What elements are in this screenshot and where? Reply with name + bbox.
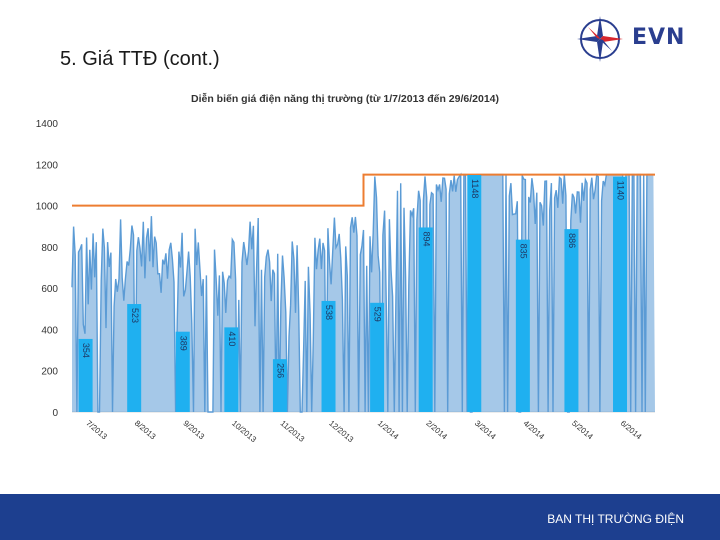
labels-layer: 354 523 389 410 256 538 529 894 1148 835 886 1140 bbox=[78, 175, 628, 412]
evn-star-compass-icon bbox=[577, 16, 623, 62]
min-price-label: 529 bbox=[373, 307, 383, 322]
series-layer bbox=[71, 172, 655, 413]
x-tick-label: 9/2013 bbox=[181, 419, 206, 442]
min-price-bar bbox=[564, 229, 579, 412]
x-tick-label: 10/2013 bbox=[230, 419, 258, 445]
min-price-label: 1140 bbox=[616, 181, 626, 200]
min-price-label: 1148 bbox=[470, 179, 480, 198]
min-price-label: 389 bbox=[178, 336, 188, 351]
min-price-label: 256 bbox=[276, 363, 286, 378]
price-series-line bbox=[71, 172, 654, 413]
x-tick-label: 3/2014 bbox=[473, 419, 498, 442]
min-price-bar bbox=[613, 176, 628, 412]
x-tick-label: 8/2013 bbox=[133, 419, 158, 442]
x-tick-label: 1/2014 bbox=[376, 419, 401, 442]
min-price-label: 354 bbox=[81, 343, 91, 358]
y-tick-label: 800 bbox=[41, 243, 58, 254]
chart-title: Diễn biến giá điện năng thị trường (từ 1… bbox=[191, 92, 499, 105]
min-price-bar bbox=[370, 302, 385, 412]
min-price-bar bbox=[224, 327, 239, 412]
price-chart: Diễn biến giá điện năng thị trường (từ 1… bbox=[36, 92, 655, 445]
y-tick-label: 400 bbox=[41, 325, 58, 336]
x-tick-label: 5/2014 bbox=[570, 419, 595, 442]
y-tick-label: 1400 bbox=[36, 119, 59, 130]
x-tick-label: 7/2013 bbox=[84, 419, 109, 442]
evn-logo: EVN bbox=[574, 14, 694, 64]
x-tick-label: 4/2014 bbox=[522, 419, 547, 442]
footer-bar: BAN THỊ TRƯỜNG ĐIỆN bbox=[0, 494, 720, 540]
min-price-bar bbox=[515, 239, 530, 412]
footer-text: BAN THỊ TRƯỜNG ĐIỆN bbox=[547, 512, 684, 526]
x-tick-label: 12/2013 bbox=[327, 419, 355, 445]
y-tick-label: 0 bbox=[52, 408, 58, 419]
min-price-label: 410 bbox=[227, 331, 237, 346]
y-tick-label: 200 bbox=[41, 367, 58, 378]
min-price-label: 538 bbox=[324, 305, 334, 320]
y-tick-label: 1000 bbox=[36, 202, 59, 213]
min-price-bar bbox=[467, 175, 482, 412]
min-price-label: 835 bbox=[518, 244, 528, 259]
min-price-bar bbox=[418, 227, 433, 412]
min-price-label: 886 bbox=[567, 233, 577, 248]
x-axis: 7/2013 8/2013 9/2013 10/2013 11/2013 12/2013 1… bbox=[84, 419, 643, 445]
min-price-label: 894 bbox=[421, 231, 431, 246]
min-price-bar bbox=[321, 300, 336, 412]
y-tick-label: 600 bbox=[41, 284, 58, 295]
x-tick-label: 2/2014 bbox=[424, 419, 449, 442]
y-tick-label: 1200 bbox=[36, 160, 59, 171]
min-price-bar bbox=[175, 331, 190, 412]
slide-title: 5. Giá TTĐ (cont.) bbox=[60, 48, 220, 70]
x-tick-label: 6/2014 bbox=[619, 419, 644, 442]
x-tick-label: 11/2013 bbox=[279, 419, 307, 444]
price-cap-line bbox=[72, 173, 655, 207]
cap-layer bbox=[72, 173, 655, 207]
min-price-bar bbox=[272, 359, 287, 412]
min-price-bar bbox=[78, 338, 93, 412]
min-price-label: 523 bbox=[130, 308, 140, 323]
min-price-bar bbox=[127, 304, 142, 412]
logo-text: EVN bbox=[632, 25, 686, 50]
